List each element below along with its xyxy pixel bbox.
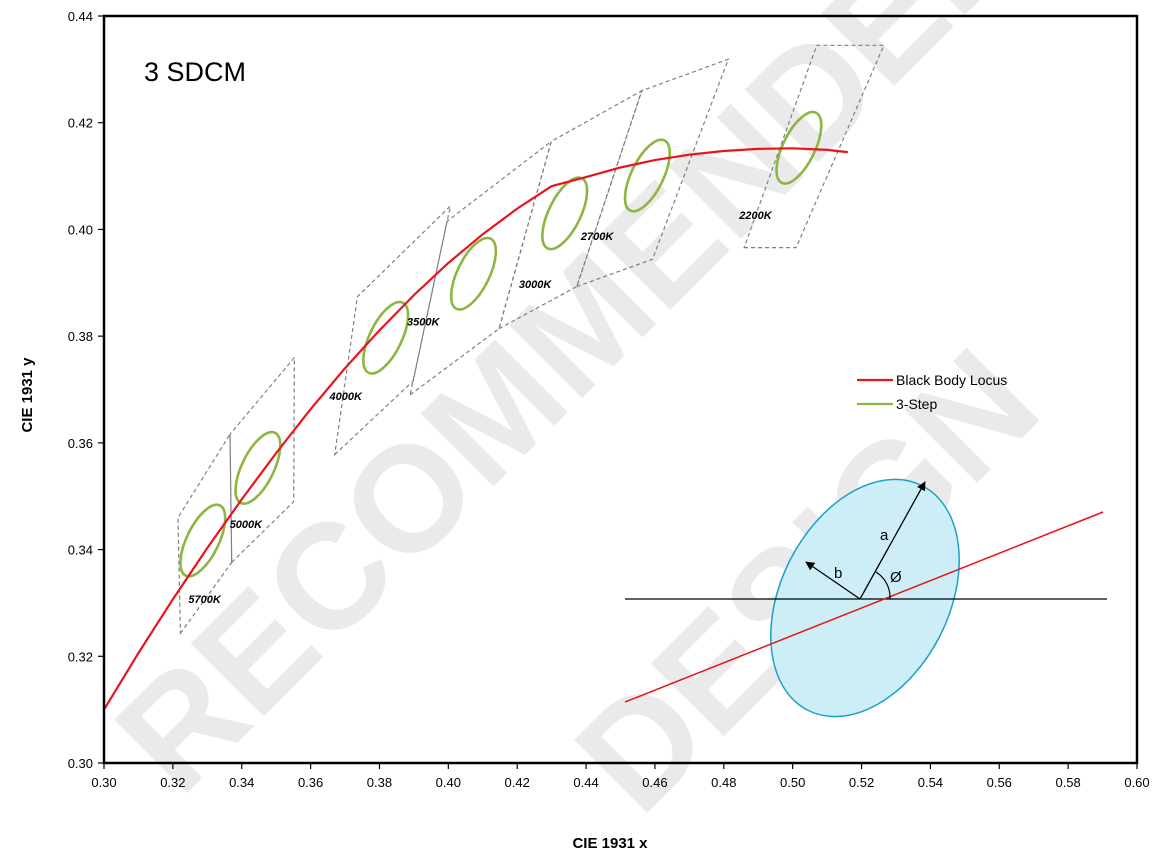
x-tick-label: 0.60 bbox=[1124, 775, 1149, 790]
y-tick-label: 0.34 bbox=[68, 543, 93, 558]
x-tick-label: 0.30 bbox=[91, 775, 116, 790]
inset-locus-line bbox=[624, 511, 1104, 703]
x-tick-label: 0.52 bbox=[849, 775, 874, 790]
x-tick-label: 0.44 bbox=[573, 775, 598, 790]
x-tick-label: 0.40 bbox=[436, 775, 461, 790]
cct-label-4000K: 4000K bbox=[329, 391, 363, 403]
plot-area-frame bbox=[102, 14, 1139, 765]
x-tick-label: 0.38 bbox=[367, 775, 392, 790]
y-tick-label: 0.36 bbox=[68, 436, 93, 451]
inset-angle-arc bbox=[875, 571, 891, 600]
y-tick-label: 0.38 bbox=[68, 329, 93, 344]
x-tick-label: 0.48 bbox=[711, 775, 736, 790]
ellipse-4000K bbox=[362, 300, 410, 375]
quadrangle-group bbox=[177, 44, 885, 636]
inset-axis-a-arrow bbox=[859, 481, 926, 600]
x-tick-label: 0.34 bbox=[229, 775, 254, 790]
x-tick-label: 0.32 bbox=[160, 775, 185, 790]
x-tick-label: 0.50 bbox=[780, 775, 805, 790]
ellipse-5000K bbox=[234, 430, 282, 505]
inset-label-a: a bbox=[880, 527, 889, 544]
y-axis-ticks: 0.30 0.32 0.34 0.36 0.38 0.40 0.42 0.44 bbox=[68, 9, 104, 771]
ellipse-parameter-diagram: a b Ø bbox=[624, 478, 1107, 718]
cct-label-3500K: 3500K bbox=[407, 317, 440, 329]
x-tick-label: 0.46 bbox=[642, 775, 667, 790]
x-tick-label: 0.36 bbox=[298, 775, 323, 790]
x-axis-ticks: 0.30 0.32 0.34 0.36 0.38 0.40 0.42 0.44 0.46 0.48… bbox=[91, 763, 1150, 790]
ellipse-group bbox=[179, 110, 823, 578]
chart-title: 3 SDCM bbox=[144, 57, 246, 87]
y-tick-label: 0.40 bbox=[68, 222, 93, 237]
cct-label-2200K: 2200K bbox=[738, 210, 772, 222]
inset-axis-b-arrow bbox=[805, 561, 861, 600]
x-axis-title: CIE 1931 x bbox=[572, 835, 648, 852]
legend-label-black-body-locus: Black Body Locus bbox=[896, 372, 1007, 388]
legend-label-3-step: 3-Step bbox=[896, 396, 937, 412]
quadrangle-3500K bbox=[409, 139, 553, 397]
cct-label-5000K: 5000K bbox=[230, 519, 263, 531]
x-tick-label: 0.54 bbox=[918, 775, 943, 790]
inset-label-b: b bbox=[834, 565, 842, 582]
quadrangle-4000K bbox=[333, 204, 452, 457]
y-tick-label: 0.42 bbox=[68, 116, 93, 131]
inset-label-phi: Ø bbox=[890, 569, 902, 586]
ellipse-2200K bbox=[775, 110, 823, 185]
y-tick-label: 0.44 bbox=[68, 9, 93, 24]
quadrangle-2700K bbox=[575, 58, 730, 288]
black-body-locus-line bbox=[103, 147, 848, 711]
ellipse-3500K bbox=[449, 236, 498, 311]
cct-label-2700K: 2700K bbox=[580, 231, 614, 243]
cct-label-3000K: 3000K bbox=[519, 279, 552, 291]
ellipse-5700K bbox=[179, 503, 227, 578]
y-tick-label: 0.30 bbox=[68, 756, 93, 771]
cct-label-5700K: 5700K bbox=[188, 594, 221, 606]
x-tick-label: 0.42 bbox=[505, 775, 530, 790]
quadrangle-5700K bbox=[177, 432, 233, 636]
ellipse-2700K bbox=[623, 138, 672, 213]
x-tick-label: 0.56 bbox=[987, 775, 1012, 790]
y-axis-title: CIE 1931 y bbox=[19, 357, 36, 433]
legend: Black Body Locus 3-Step bbox=[857, 372, 1007, 412]
cct-label-group: 5700K 5000K 4000K 3500K 3000K 2700K 2200K bbox=[188, 210, 772, 606]
quadrangle-5000K bbox=[229, 355, 296, 564]
y-tick-label: 0.32 bbox=[68, 649, 93, 664]
x-tick-label: 0.58 bbox=[1055, 775, 1080, 790]
